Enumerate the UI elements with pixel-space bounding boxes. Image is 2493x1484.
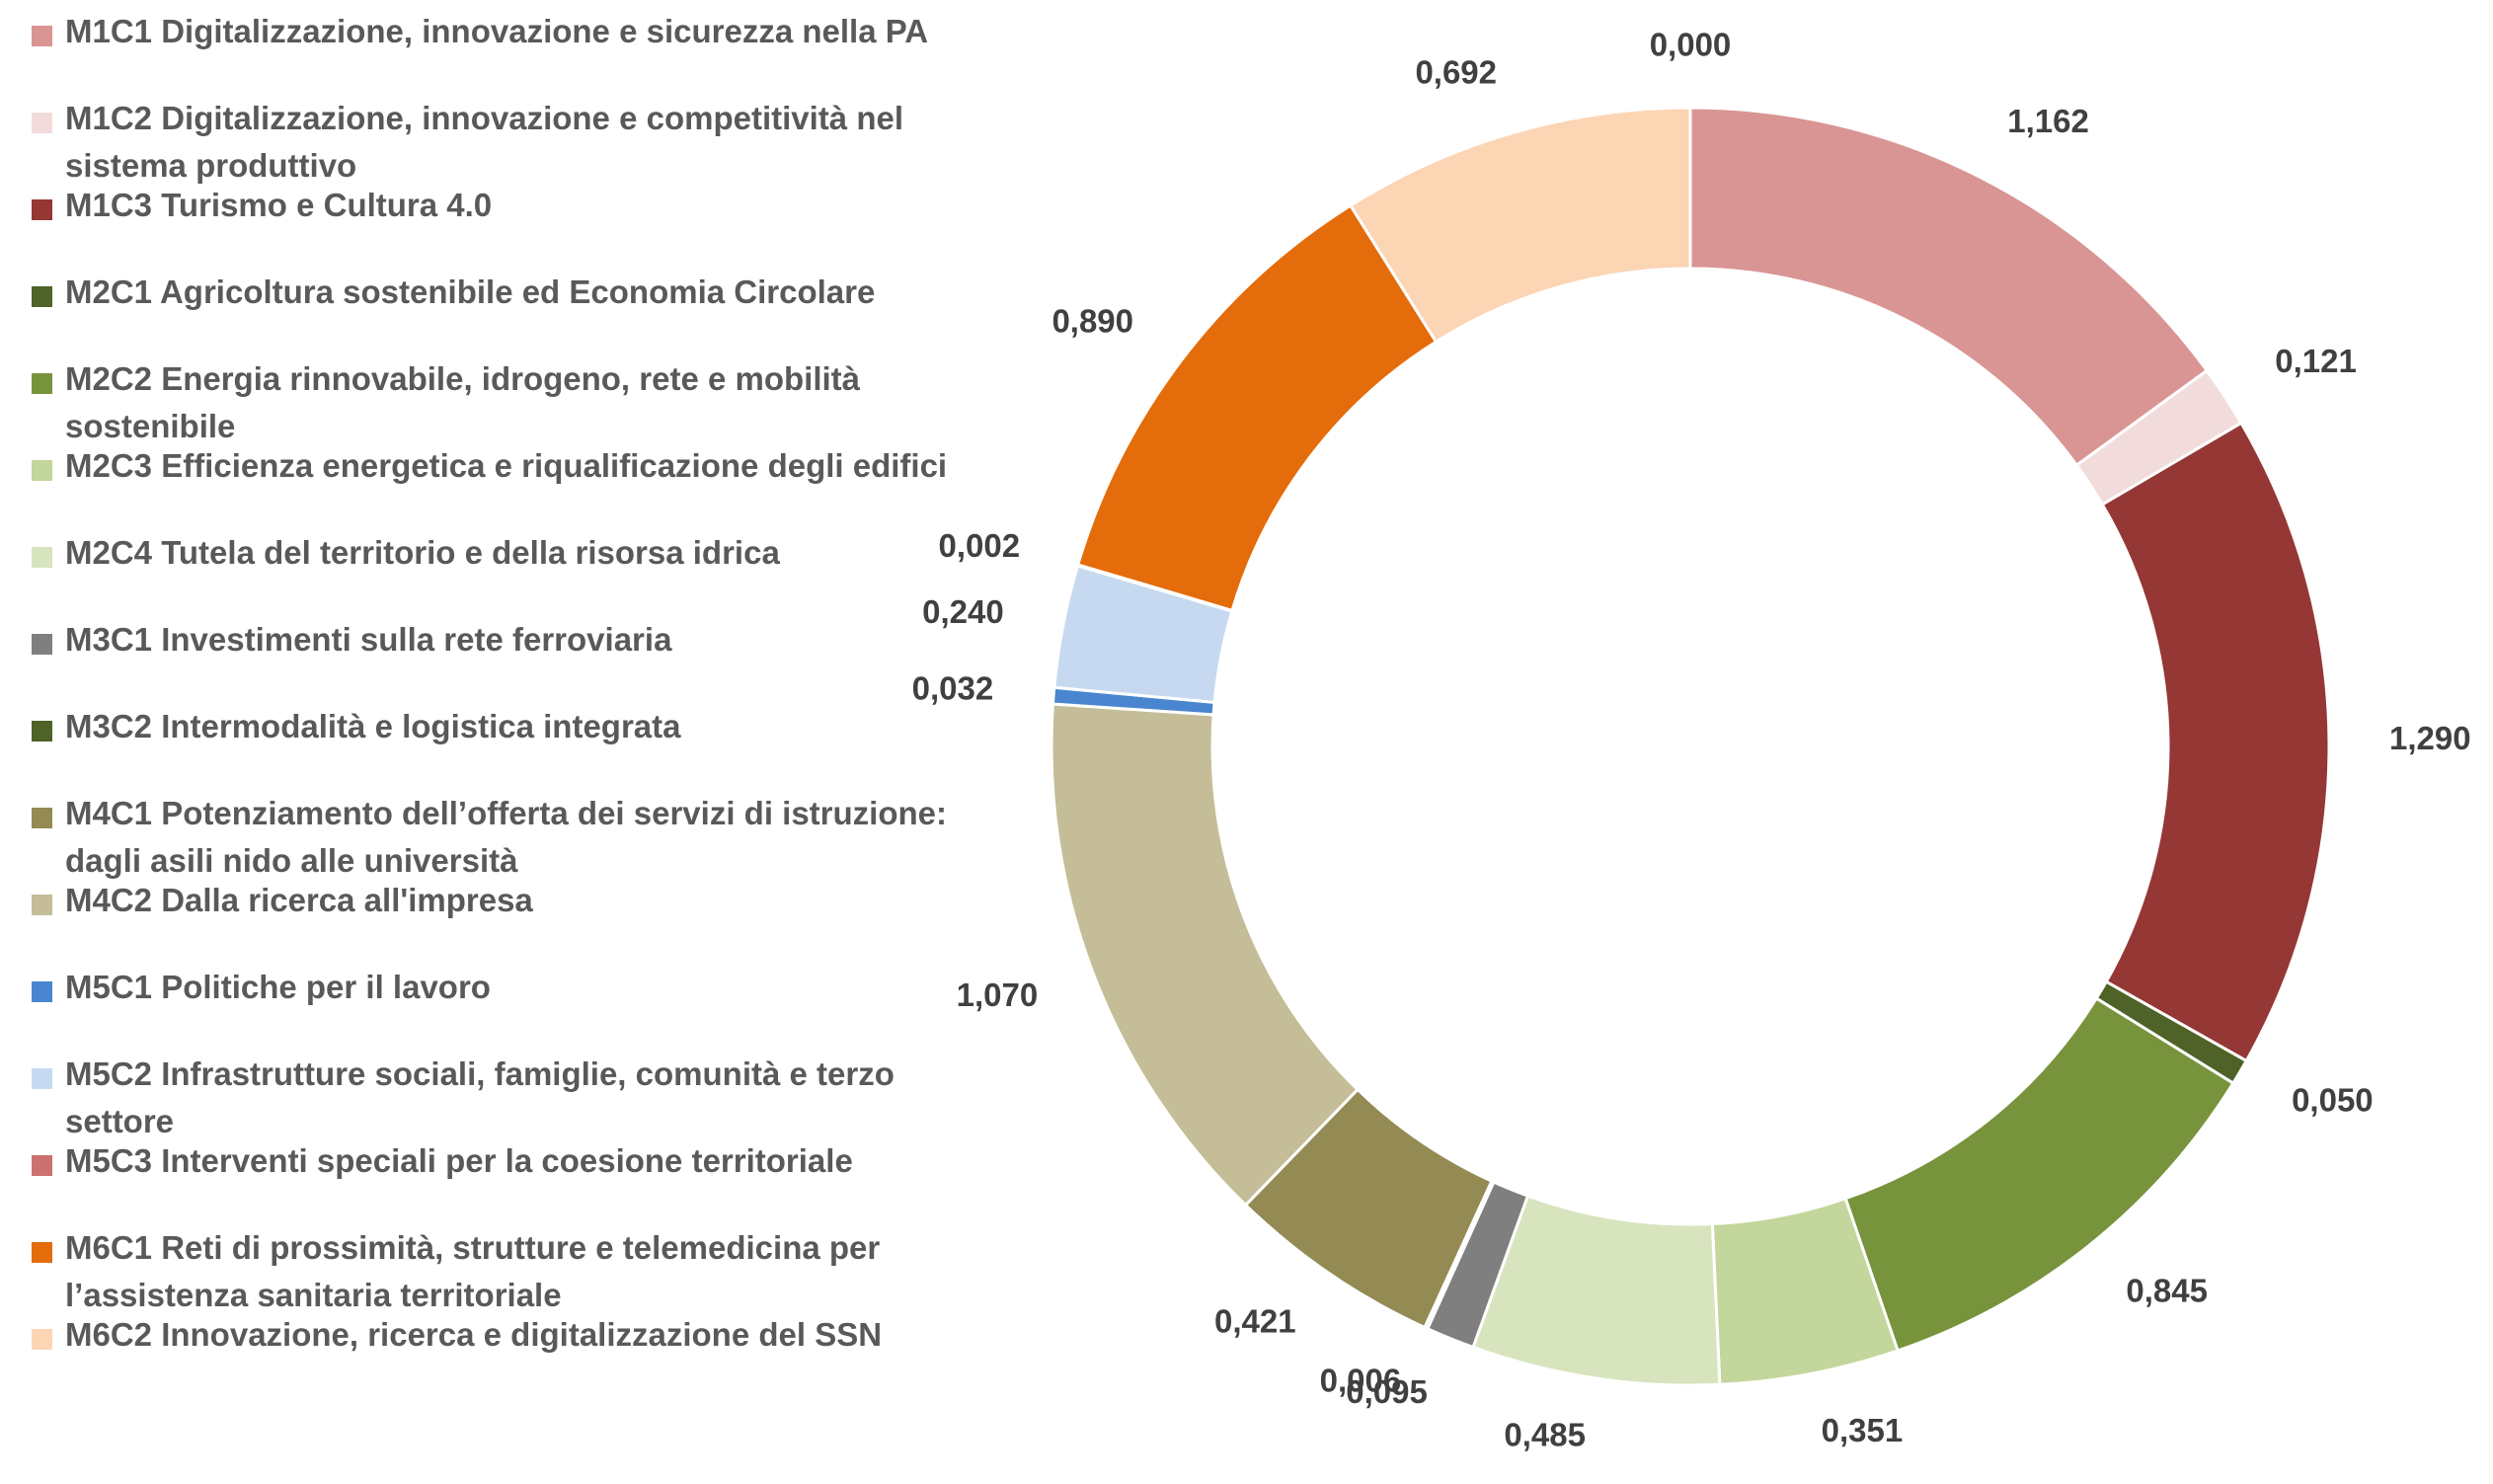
data-label: 0,240 — [922, 593, 1004, 630]
legend-label: M4C1 Potenziamento dell’offerta dei serv… — [65, 795, 947, 879]
doughnut-slice — [1075, 203, 1439, 613]
legend-swatch — [32, 547, 52, 568]
legend-swatch — [32, 721, 52, 742]
data-labels: 1,162 0,121 1,290 0,050 0,845 0,351 0,485 0,095… — [912, 27, 2471, 1453]
legend-label: M5C2 Infrastrutture sociali, famiglie, c… — [65, 1055, 895, 1139]
doughnut-slice — [1348, 106, 1692, 345]
data-label: 0,692 — [1415, 53, 1497, 90]
legend-label: M1C1 Digitalizzazione, innovazione e sic… — [65, 13, 929, 49]
data-label: 0,485 — [1504, 1417, 1586, 1453]
legend-swatch — [32, 199, 52, 220]
doughnut-slice — [1688, 106, 2210, 468]
data-label: 1,162 — [2007, 103, 2089, 139]
legend-swatch — [32, 634, 52, 655]
legend-swatch — [32, 981, 52, 1002]
legend-swatch — [32, 286, 52, 307]
data-label: 0,032 — [912, 670, 994, 707]
legend-label: M4C2 Dalla ricerca all'impresa — [65, 882, 533, 918]
legend-label: M1C2 Digitalizzazione, innovazione e com… — [65, 100, 903, 184]
legend-label: M2C3 Efficienza energetica e riqualifica… — [65, 447, 948, 484]
legend-swatch — [32, 895, 52, 915]
legend-swatch — [32, 1242, 52, 1263]
legend-label: M5C3 Interventi speciali per la coesione… — [65, 1142, 853, 1179]
data-label: 0,121 — [2275, 343, 2357, 379]
data-label: 0,845 — [2126, 1272, 2208, 1308]
legend-swatch — [32, 26, 52, 46]
data-label: 0,351 — [1822, 1412, 1904, 1448]
doughnut-slice — [2100, 421, 2331, 1063]
legend-label: M1C3 Turismo e Cultura 4.0 — [65, 187, 493, 223]
data-label: 0,095 — [1346, 1373, 1428, 1410]
legend-swatch — [32, 1068, 52, 1089]
data-label: 0,000 — [1650, 27, 1732, 63]
legend-swatch — [32, 113, 52, 133]
legend-label: M6C1 Reti di prossimità, strutture e tel… — [65, 1229, 881, 1313]
doughnut-slices — [1050, 106, 2331, 1387]
legend-label: M6C2 Innovazione, ricerca e digitalizzaz… — [65, 1316, 883, 1353]
legend-label: M2C1 Agricoltura sostenibile ed Economia… — [65, 273, 876, 310]
data-label: 0,002 — [939, 527, 1021, 564]
legend-swatch — [32, 460, 52, 481]
legend-label: M2C2 Energia rinnovabile, idrogeno, rete… — [65, 360, 861, 444]
legend-label: M3C1 Investimenti sulla rete ferroviaria — [65, 621, 672, 658]
legend-label: M5C1 Politiche per il lavoro — [65, 969, 491, 1005]
data-label: 1,070 — [957, 976, 1039, 1013]
legend-label: M3C2 Intermodalità e logistica integrata — [65, 708, 681, 744]
data-label: 0,006 — [1320, 1362, 1402, 1398]
legend-label: M2C4 Tutela del territorio e della risor… — [65, 534, 780, 571]
legend-swatch — [32, 1329, 52, 1350]
doughnut-slice — [1050, 702, 1361, 1208]
data-label: 1,290 — [2389, 720, 2471, 756]
legend-swatch — [32, 373, 52, 394]
legend-swatch — [32, 808, 52, 828]
data-label: 0,050 — [2292, 1082, 2374, 1119]
legend-swatch — [32, 1155, 52, 1176]
data-label: 0,890 — [1052, 303, 1133, 340]
data-label: 0,421 — [1214, 1302, 1296, 1339]
